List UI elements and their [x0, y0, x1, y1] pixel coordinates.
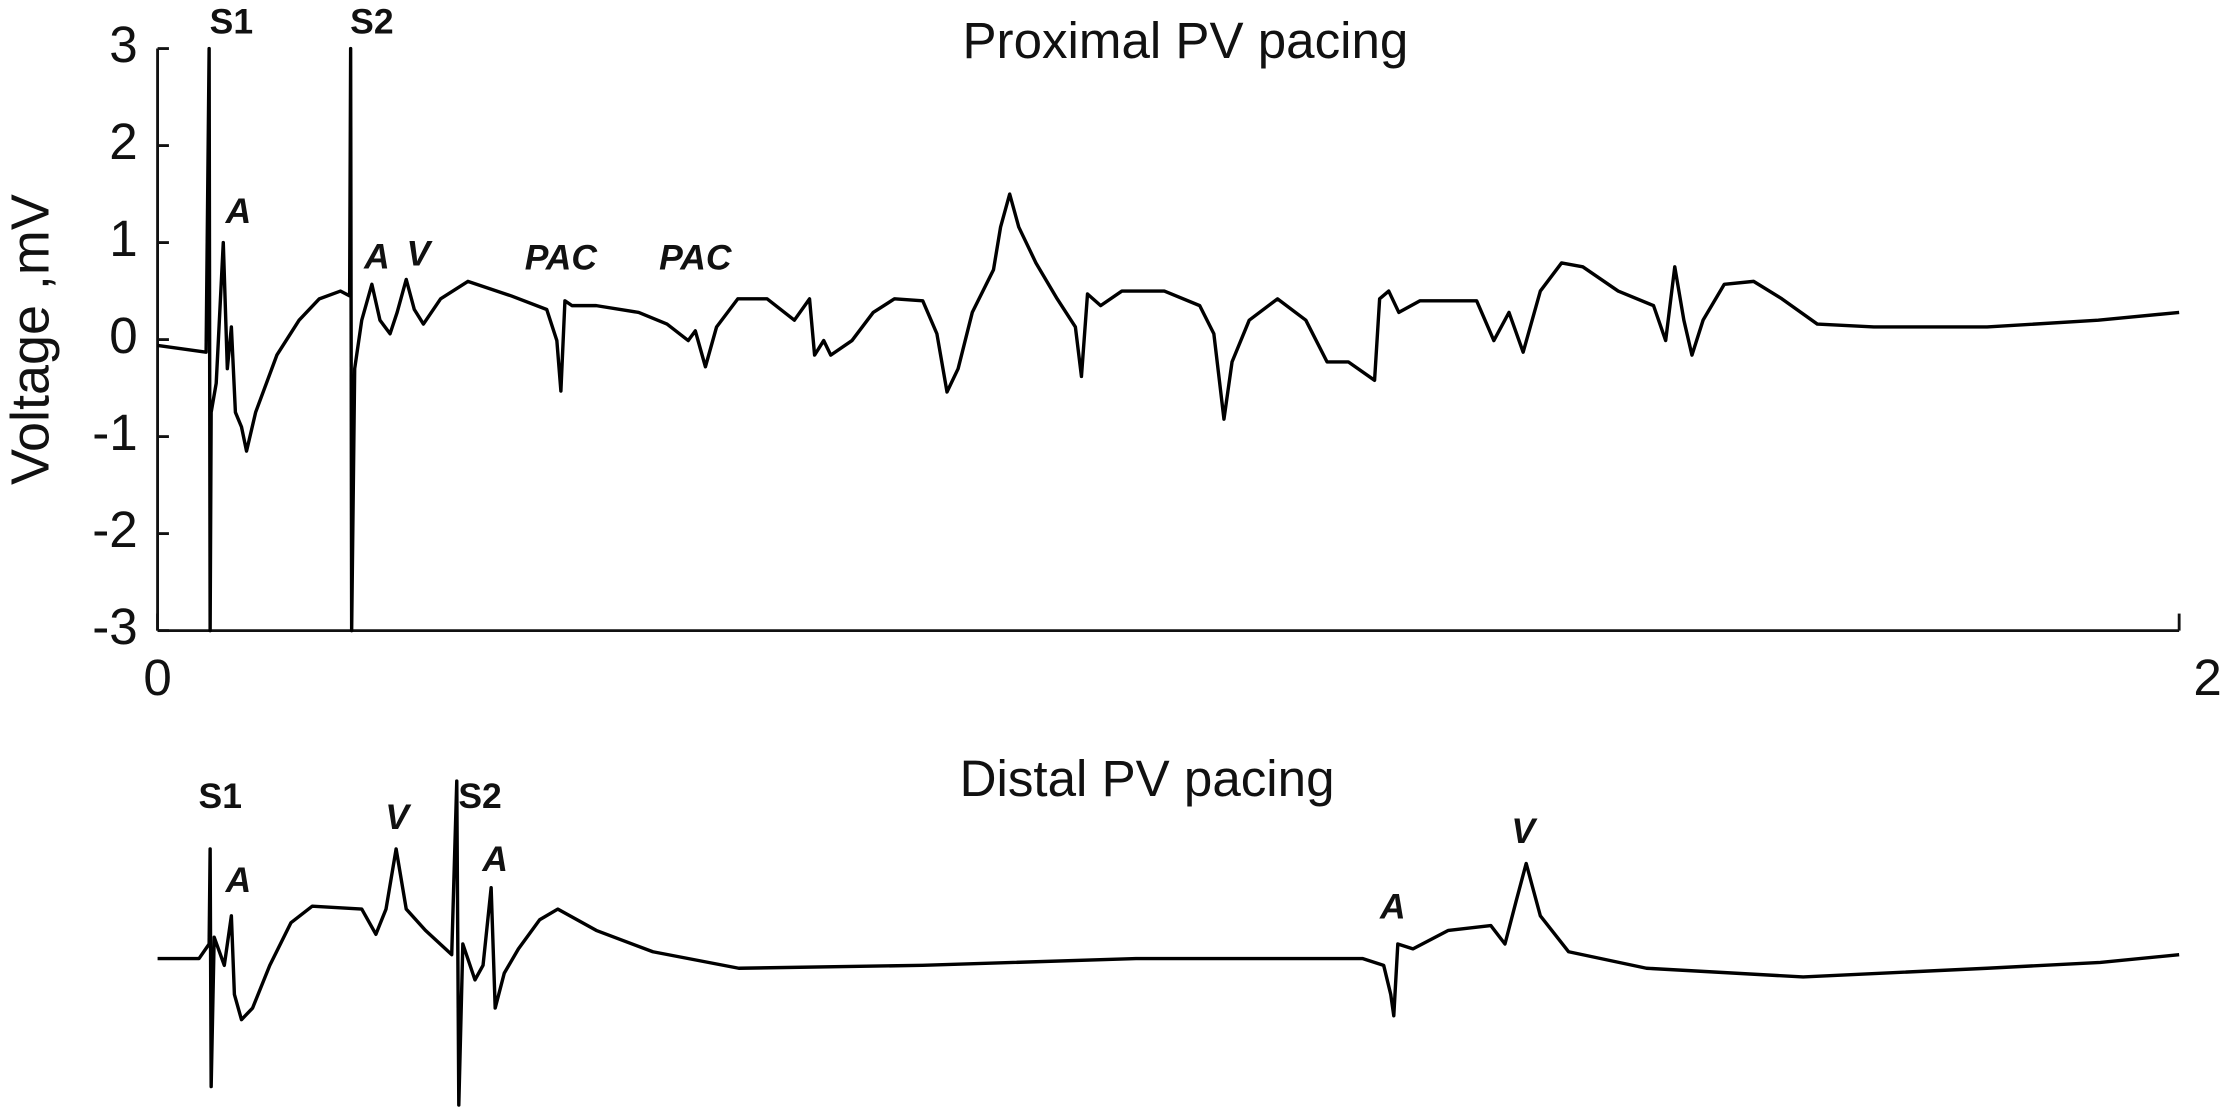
- annotation: S2: [350, 2, 393, 42]
- annotation: A: [363, 236, 390, 276]
- y-tick-label: 1: [109, 210, 137, 267]
- y-axis-label: Voltage ,mV: [0, 194, 60, 485]
- annotation: V: [407, 234, 434, 274]
- chart-title: Proximal PV pacing: [962, 12, 1408, 69]
- annotation: V: [385, 797, 412, 837]
- annotation: S2: [458, 776, 501, 816]
- annotation: A: [481, 839, 508, 879]
- annotation: PAC: [659, 237, 733, 277]
- annotation: S1: [210, 2, 253, 42]
- y-tick-label: -3: [92, 598, 137, 655]
- y-tick-label: 3: [109, 16, 137, 73]
- y-tick-label: 0: [109, 307, 137, 364]
- trace-line: [157, 779, 2180, 1107]
- x-tick-label: 2 s: [2193, 649, 2226, 706]
- chart-title: Distal PV pacing: [960, 750, 1335, 807]
- y-tick-label: -1: [92, 404, 137, 461]
- annotation: A: [225, 860, 252, 900]
- y-tick-label: -2: [92, 501, 137, 558]
- annotation: A: [1379, 886, 1406, 926]
- annotation: V: [1511, 811, 1538, 851]
- annotation: A: [225, 191, 252, 231]
- trace-line: [157, 46, 2180, 633]
- annotation: PAC: [525, 237, 599, 277]
- annotation: S1: [199, 776, 242, 816]
- y-tick-label: 2: [109, 113, 137, 170]
- x-tick-label: 0: [143, 649, 171, 706]
